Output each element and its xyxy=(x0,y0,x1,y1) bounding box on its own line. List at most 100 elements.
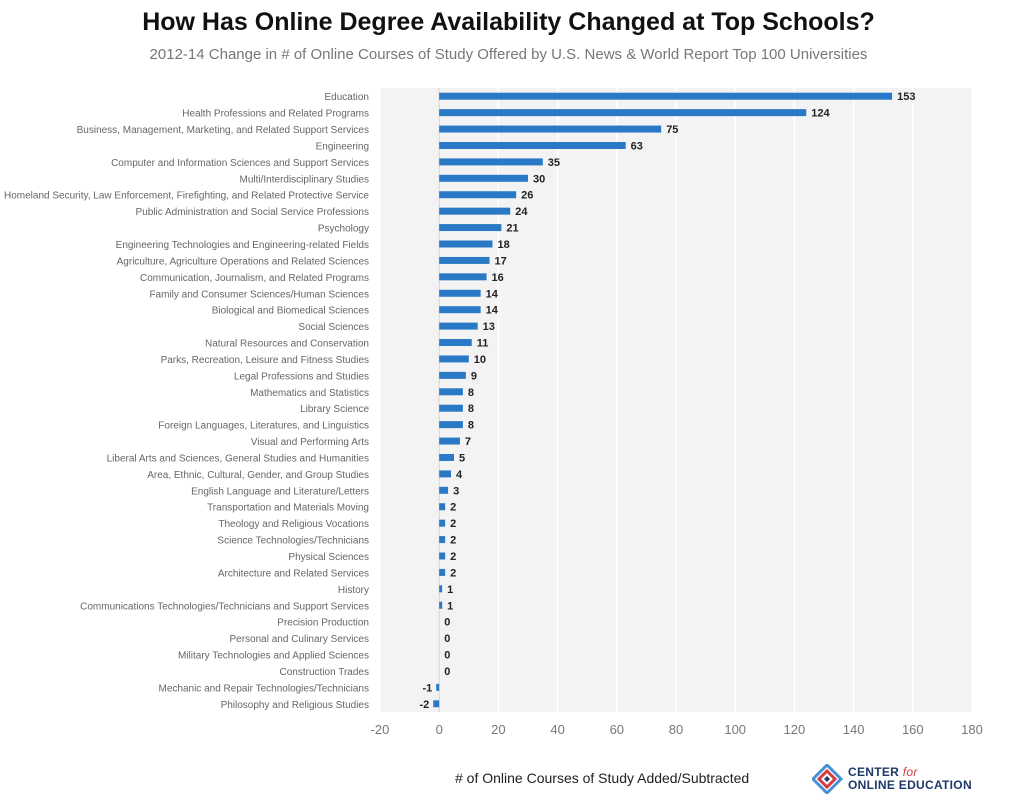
value-label: 0 xyxy=(444,650,450,662)
x-tick-label: 80 xyxy=(669,722,683,737)
bar xyxy=(439,92,893,100)
category-label: English Language and Literature/Letters xyxy=(191,486,369,497)
bar xyxy=(439,585,443,593)
category-label: Construction Trades xyxy=(280,667,370,678)
category-label: Library Science xyxy=(300,404,369,415)
x-tick-label: 60 xyxy=(610,722,624,737)
value-label: 10 xyxy=(474,354,486,366)
bar xyxy=(439,355,469,363)
x-tick-label: 140 xyxy=(843,722,865,737)
category-label: Science Technologies/Technicians xyxy=(217,536,369,547)
value-label: 14 xyxy=(486,288,499,300)
value-label: 21 xyxy=(506,223,518,235)
center-for-online-education-logo: CENTER for ONLINE EDUCATION xyxy=(810,762,1002,796)
value-label: 75 xyxy=(666,124,678,136)
category-label: Psychology xyxy=(318,224,369,235)
bar xyxy=(436,683,440,691)
bar xyxy=(439,519,446,527)
bar xyxy=(439,339,472,347)
bar xyxy=(439,207,511,215)
x-tick-label: -20 xyxy=(371,722,390,737)
value-label: 124 xyxy=(811,108,830,120)
value-label: 26 xyxy=(521,190,533,202)
bar xyxy=(439,536,446,544)
value-label: 14 xyxy=(486,305,499,317)
value-label: 18 xyxy=(497,239,509,251)
logo-line1: CENTER xyxy=(848,765,900,779)
bar xyxy=(439,388,463,396)
bar xyxy=(439,568,446,576)
value-label: 11 xyxy=(477,338,489,350)
value-label: 3 xyxy=(453,485,459,497)
category-label: Philosophy and Religious Studies xyxy=(221,700,369,711)
value-label: 8 xyxy=(468,403,474,415)
bar xyxy=(439,289,481,297)
value-label: 7 xyxy=(465,436,471,448)
value-label: 63 xyxy=(631,140,643,152)
value-label: -2 xyxy=(419,699,429,711)
category-label: Education xyxy=(325,92,369,103)
bar xyxy=(439,404,463,412)
value-label: 2 xyxy=(450,518,456,530)
category-label: Engineering Technologies and Engineering… xyxy=(116,240,369,251)
value-label: 16 xyxy=(492,272,504,284)
bar xyxy=(439,453,454,461)
bar xyxy=(439,371,466,379)
category-label: Computer and Information Sciences and Su… xyxy=(111,158,369,169)
value-label: 30 xyxy=(533,173,545,185)
value-label: 9 xyxy=(471,370,477,382)
bar xyxy=(439,125,662,133)
x-axis-ticks: -20 0 20 40 60 80 100 120 140 160 180 xyxy=(371,722,983,737)
bar xyxy=(439,224,502,232)
bar xyxy=(439,141,626,149)
category-label: Business, Management, Marketing, and Rel… xyxy=(77,125,369,136)
x-tick-label: 180 xyxy=(961,722,983,737)
bar xyxy=(439,421,463,429)
x-tick-label: 20 xyxy=(491,722,505,737)
bar xyxy=(439,174,528,182)
bar xyxy=(439,306,481,314)
category-label: Mechanic and Repair Technologies/Technic… xyxy=(159,683,370,694)
bar xyxy=(439,552,446,560)
bar xyxy=(439,470,452,478)
category-label: Multi/Interdisciplinary Studies xyxy=(240,174,370,185)
value-label: 2 xyxy=(450,502,456,514)
category-label: History xyxy=(338,585,369,596)
logo-line2: ONLINE EDUCATION xyxy=(848,778,972,792)
category-label: Architecture and Related Services xyxy=(218,568,369,579)
category-label: Engineering xyxy=(316,141,369,152)
category-label: Family and Consumer Sciences/Human Scien… xyxy=(149,289,369,300)
category-label: Foreign Languages, Literatures, and Ling… xyxy=(158,421,369,432)
category-label: Social Sciences xyxy=(298,322,369,333)
bar xyxy=(439,109,807,117)
category-label: Personal and Culinary Services xyxy=(229,634,369,645)
category-label: Military Technologies and Applied Scienc… xyxy=(178,651,369,662)
value-label: 17 xyxy=(495,255,507,267)
category-label: Parks, Recreation, Leisure and Fitness S… xyxy=(161,355,369,366)
value-label: 8 xyxy=(468,387,474,399)
bar xyxy=(439,158,543,166)
bar xyxy=(439,240,493,248)
value-label: 2 xyxy=(450,567,456,579)
value-label: 0 xyxy=(444,666,450,678)
diamond-logo-icon xyxy=(810,762,844,796)
category-label: Agriculture, Agriculture Operations and … xyxy=(117,256,369,267)
bar xyxy=(433,700,440,708)
bar xyxy=(439,256,490,264)
category-label: Communications Technologies/Technicians … xyxy=(80,601,369,612)
logo-text: CENTER for ONLINE EDUCATION xyxy=(848,766,972,792)
bar xyxy=(439,503,446,511)
category-label: Communication, Journalism, and Related P… xyxy=(140,273,369,284)
value-label: 5 xyxy=(459,452,465,464)
x-tick-label: 120 xyxy=(784,722,806,737)
value-label: 1 xyxy=(447,600,453,612)
x-tick-label: 100 xyxy=(724,722,746,737)
value-label: 35 xyxy=(548,157,560,169)
category-label: Health Professions and Related Programs xyxy=(182,109,369,120)
value-label: -1 xyxy=(422,682,432,694)
x-tick-label: 0 xyxy=(436,722,443,737)
category-label: Theology and Religious Vocations xyxy=(218,519,369,530)
logo-line1-suffix: for xyxy=(902,765,918,779)
chart-title: How Has Online Degree Availability Chang… xyxy=(142,8,875,36)
value-label: 2 xyxy=(450,551,456,563)
